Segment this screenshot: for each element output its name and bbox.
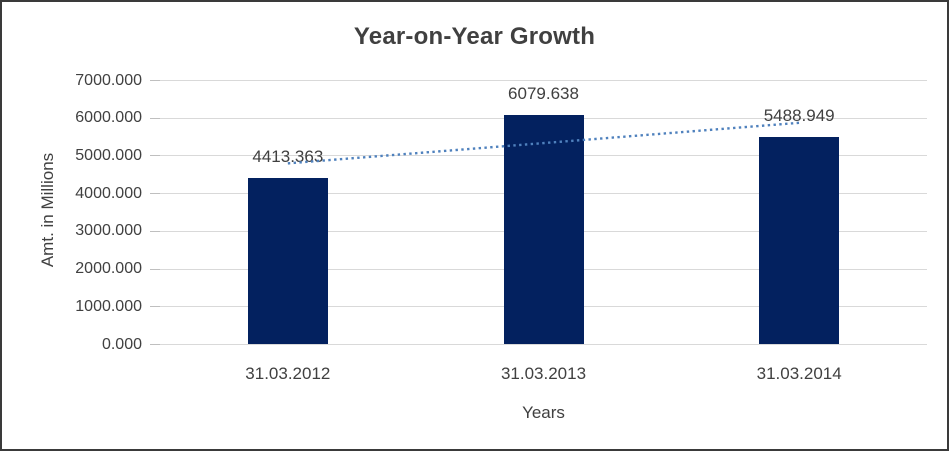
- y-tick-mark: [150, 306, 160, 308]
- y-tick-mark: [150, 344, 160, 345]
- y-tick-mark: [150, 193, 160, 195]
- y-tick-label: 2000.000: [75, 260, 142, 278]
- y-axis-title: Amt. in Millions: [38, 152, 57, 268]
- y-tick-label: 4000.000: [75, 184, 142, 202]
- y-tick-mark: [150, 117, 160, 119]
- bar-31.03.2013: [503, 114, 584, 344]
- y-tick-label: 1000.000: [75, 297, 142, 315]
- bar-data-label: 6079.638: [508, 83, 579, 103]
- y-tick-label: 3000.000: [75, 222, 142, 240]
- bar-data-label: 4413.363: [252, 146, 324, 166]
- x-tick-label: 31.03.2014: [756, 364, 842, 383]
- y-tick-mark: [150, 155, 160, 157]
- y-tick-mark: [150, 268, 160, 270]
- y-tick-mark: [150, 230, 160, 232]
- y-tick-mark: [150, 80, 160, 81]
- x-tick-label: 31.03.2013: [500, 364, 587, 383]
- y-tick-label: 5000.000: [75, 146, 142, 164]
- x-tick-label: 31.03.2012: [245, 364, 331, 383]
- y-tick-label: 0.000: [101, 335, 142, 353]
- gridline: [160, 344, 927, 345]
- y-tick-label: 6000.000: [75, 109, 142, 127]
- y-tick-label: 7000.000: [75, 71, 142, 89]
- chart-title: Year-on-Year Growth: [353, 23, 596, 50]
- gridline: [160, 80, 927, 81]
- bar-data-label: 5488.949: [763, 105, 835, 125]
- x-axis-title: Years: [522, 403, 565, 422]
- bar-31.03.2012: [247, 177, 328, 344]
- bar-31.03.2014: [759, 136, 840, 344]
